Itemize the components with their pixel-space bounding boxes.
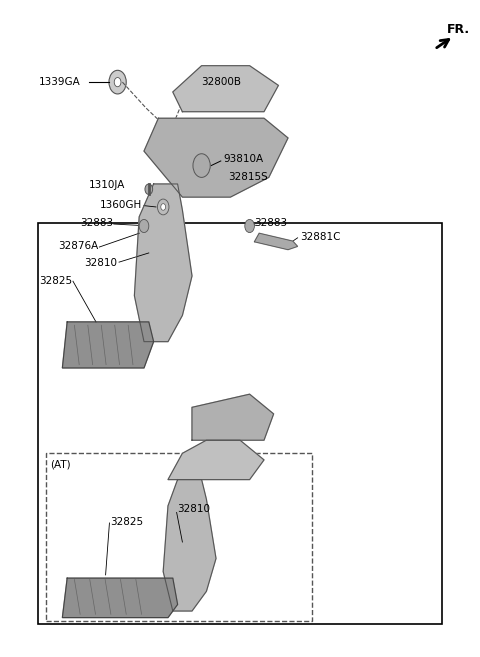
Text: 1310JA: 1310JA <box>88 180 125 191</box>
Circle shape <box>114 78 121 87</box>
Text: 93810A: 93810A <box>223 154 264 164</box>
Circle shape <box>145 184 153 194</box>
Polygon shape <box>173 66 278 112</box>
Bar <box>46 453 312 621</box>
Text: 32876A: 32876A <box>58 241 98 252</box>
Polygon shape <box>134 184 192 342</box>
Polygon shape <box>192 394 274 440</box>
Text: 1339GA: 1339GA <box>38 77 80 87</box>
Circle shape <box>245 219 254 233</box>
Circle shape <box>139 219 149 233</box>
Text: 32883: 32883 <box>254 218 288 229</box>
Bar <box>38 223 442 624</box>
Circle shape <box>157 199 169 215</box>
Text: (AT): (AT) <box>50 460 71 470</box>
Circle shape <box>193 154 210 177</box>
Text: 32800B: 32800B <box>202 77 241 87</box>
Text: 32883: 32883 <box>80 218 113 229</box>
Text: 32810: 32810 <box>178 504 211 514</box>
Circle shape <box>109 70 126 94</box>
Polygon shape <box>62 578 178 618</box>
Polygon shape <box>144 118 288 197</box>
Text: 32825: 32825 <box>110 517 144 528</box>
Text: 32825: 32825 <box>39 276 72 286</box>
Text: 32815S: 32815S <box>228 172 268 183</box>
Polygon shape <box>163 480 216 611</box>
Polygon shape <box>168 440 264 480</box>
Polygon shape <box>254 233 298 250</box>
Text: 1360GH: 1360GH <box>99 200 142 210</box>
Text: 32810: 32810 <box>84 258 118 268</box>
Text: FR.: FR. <box>446 23 469 36</box>
Polygon shape <box>62 322 154 368</box>
Circle shape <box>161 204 166 210</box>
Text: 32881C: 32881C <box>300 231 340 242</box>
